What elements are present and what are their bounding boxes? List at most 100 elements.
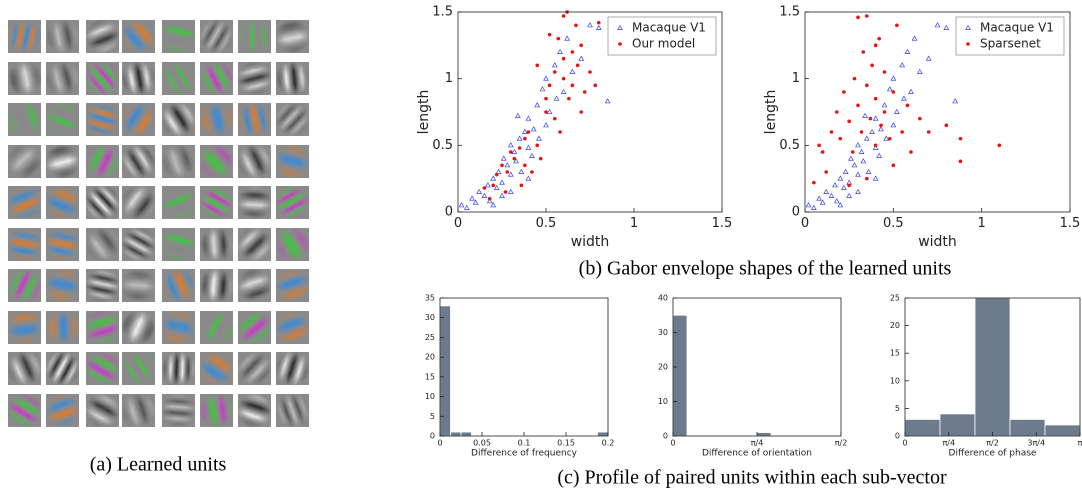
point [850,150,855,154]
unit-tile [162,227,195,261]
unit-tile [46,20,79,53]
caption: (a) Learned units [90,454,227,476]
point [495,168,502,174]
point [851,162,858,168]
point [463,204,470,210]
legend-label: Our model [632,37,695,51]
unit-tile [46,144,79,178]
point [877,36,881,41]
x-tick-label: π/4 [751,439,764,448]
y-tick-label: 20 [890,321,900,330]
point [835,110,839,114]
unit-tile [162,144,195,178]
point [905,103,910,108]
x-tick-label: 0 [670,439,675,448]
point [837,202,844,208]
point [952,98,959,104]
y-axis-label: length [416,90,432,135]
x-tick-label: 0 [801,216,809,231]
x-tick-label: π [1078,439,1082,448]
unit-tile [276,393,309,427]
point [891,90,896,94]
point [482,186,487,190]
point [535,143,539,148]
y-axis-label: length [763,90,779,135]
unit-tile [122,61,155,95]
unit-tile [122,352,155,385]
unit-tile [122,144,155,178]
unit-tile [122,20,155,53]
unit-tile [8,310,41,344]
y-tick-label: 10 [425,392,435,401]
point [829,130,834,134]
point [513,158,519,164]
unit-tile [276,103,309,136]
x-tick-label: π/4 [942,439,955,448]
y-tick-label: 40 [658,294,668,303]
unit-tile [276,61,309,95]
point [570,50,575,54]
x-axis-label: Difference of frequency [471,449,578,459]
point [873,96,878,101]
y-tick-label: 15 [425,372,435,381]
unit-tile [8,61,41,95]
point [518,168,525,174]
unit-tile [86,269,119,302]
point [890,122,897,128]
unit-tile [8,20,41,53]
unit-tile [46,103,79,136]
point [881,102,888,108]
x-tick-label: 0.5 [883,216,904,231]
point [526,130,531,134]
point [523,163,527,168]
point [852,76,857,81]
y-tick-label: 10 [890,376,900,385]
point [519,183,524,188]
point [958,136,963,141]
unit-tile [238,103,271,136]
bar [672,314,688,437]
legend-marker [966,42,970,46]
legend-label: Macaque V1 [980,21,1054,35]
point [560,88,567,94]
bar [597,431,609,437]
y-tick-label: 1 [445,71,453,86]
point [553,116,557,121]
unit-tile [46,310,79,344]
legend-label: Sparsenet [980,37,1041,51]
point [499,179,505,185]
point [521,128,528,134]
legend-box [955,16,1065,56]
unit-tile [162,20,195,53]
point [856,103,860,108]
point [888,136,892,141]
unit-tile [276,310,309,344]
axes-frame [804,11,1071,213]
point [861,50,866,54]
point [567,96,571,101]
point [529,152,535,158]
point [507,171,514,177]
point [547,83,552,88]
unit-tile [200,103,233,136]
unit-tile [238,20,271,53]
point [817,143,821,148]
unit-tile [200,227,233,261]
point [901,95,907,101]
point [997,143,1002,148]
bar [1009,419,1046,437]
point [860,158,867,164]
axes-frame [439,297,609,437]
point [872,115,879,121]
point [958,159,963,164]
point [890,75,897,81]
y-tick-label: 1.5 [432,5,453,20]
point [539,86,546,92]
point [544,110,548,114]
y-tick-label: 5 [430,412,435,421]
y-tick-label: 25 [425,333,435,342]
point [530,126,537,132]
point [472,199,479,205]
x-axis-label: width [571,234,610,250]
